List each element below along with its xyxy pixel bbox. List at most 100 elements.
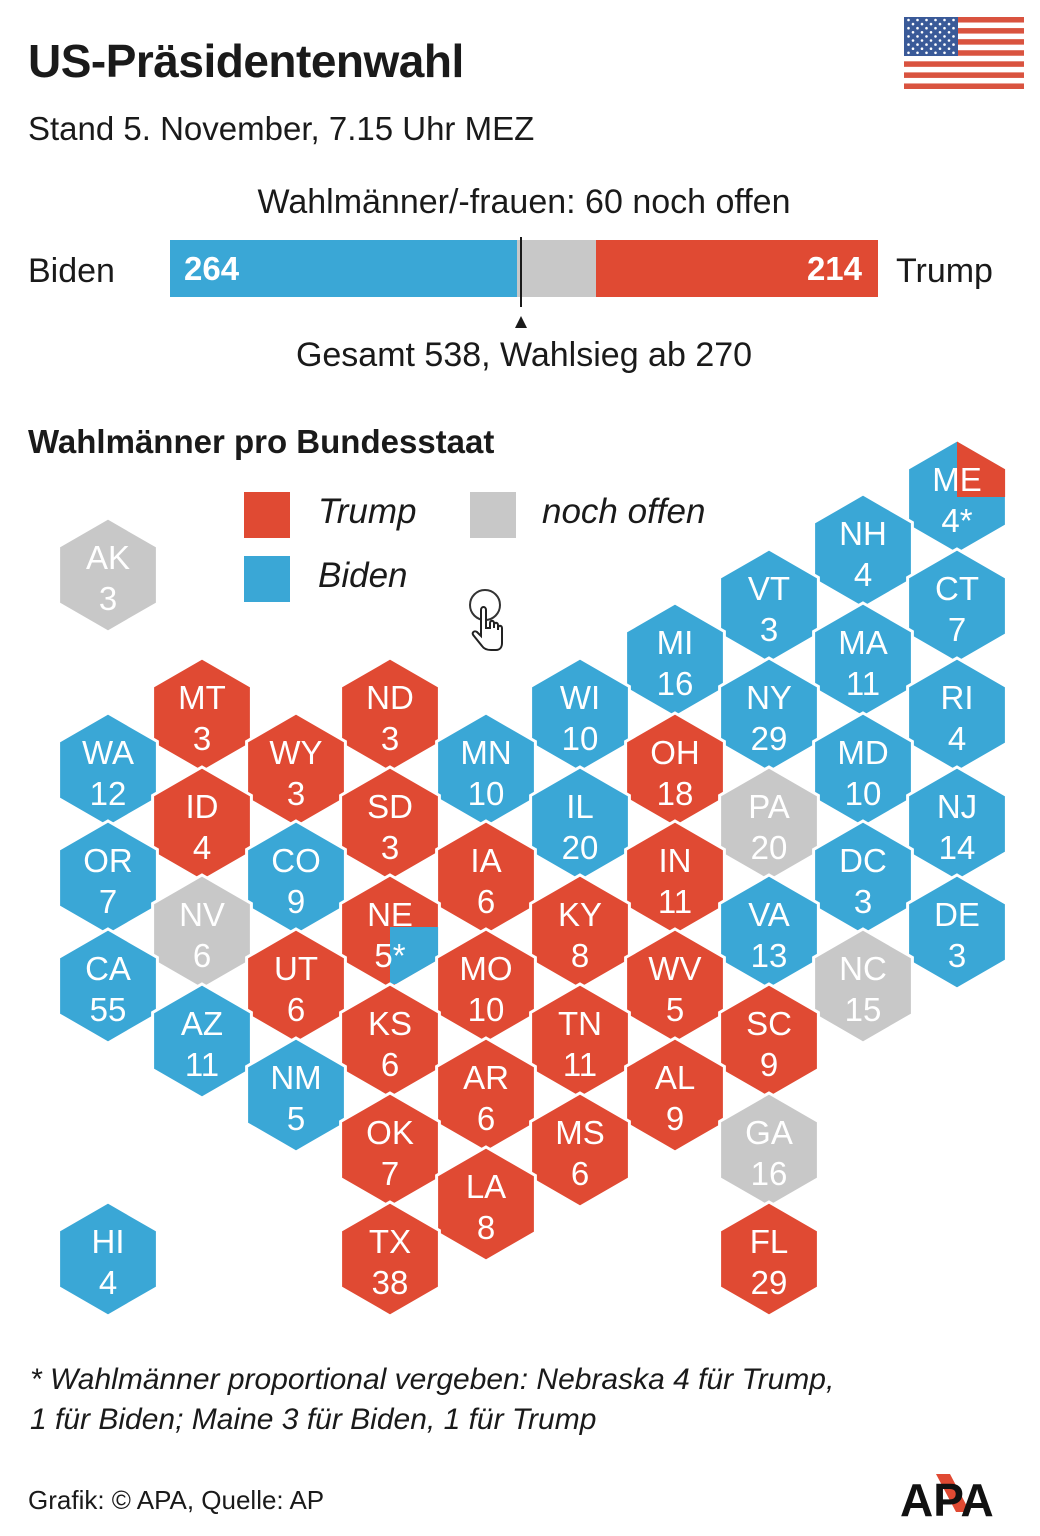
state-electors-label: 29	[751, 720, 788, 757]
state-code-label: UT	[274, 950, 318, 987]
pointer-hand-cursor-icon	[469, 589, 503, 651]
state-hex-dc: DC 3	[812, 819, 914, 937]
state-code-label: ID	[186, 788, 219, 825]
state-code-label: NH	[839, 515, 887, 552]
state-hex-shape	[435, 1145, 537, 1263]
state-code-label: MO	[459, 950, 512, 987]
state-electors-label: 10	[468, 991, 505, 1028]
state-hex-ne: NE 5*	[339, 873, 441, 991]
state-code-label: IA	[470, 842, 501, 879]
state-code-label: OR	[83, 842, 133, 879]
state-hex-wy: WY 3	[245, 711, 347, 829]
state-hex-ia: IA 6	[435, 819, 537, 937]
state-hex-or: OR 7	[57, 819, 159, 937]
state-code-label: AR	[463, 1059, 509, 1096]
state-code-label: SC	[746, 1005, 792, 1042]
state-code-label: OH	[650, 734, 700, 771]
state-electors-label: 3	[854, 883, 872, 920]
legend-open-swatch	[470, 492, 516, 538]
biden-votes: 264	[184, 250, 240, 287]
state-code-label: CA	[85, 950, 131, 987]
state-code-label: NV	[179, 896, 225, 933]
state-electors-label: 6	[571, 1155, 589, 1192]
state-electors-label: 4	[854, 556, 872, 593]
hex-map: AK 3 ME 4* NH 4 VT 3 CT 7 MI 16 MA 11 MT 3 ND 3 WI 10 NY 29 RI…	[57, 438, 1008, 1318]
state-hex-shape	[529, 1091, 631, 1209]
state-hex-ga: GA 16	[718, 1091, 820, 1209]
open-electors-label: Wahlmänner/-frauen: 60 noch offen	[257, 183, 791, 221]
state-hex-nc: NC 15	[812, 927, 914, 1045]
state-hex-tx: TX 38	[339, 1200, 441, 1318]
state-electors-label: 8	[571, 937, 589, 974]
state-electors-label: 4	[193, 829, 211, 866]
legend-trump-swatch	[244, 492, 290, 538]
state-code-label: WY	[269, 734, 322, 771]
state-code-label: CO	[271, 842, 321, 879]
state-hex-shape	[57, 1200, 159, 1318]
state-electors-label: 38	[372, 1264, 409, 1301]
apa-logo-text: APA	[900, 1474, 994, 1520]
state-hex-ar: AR 6	[435, 1036, 537, 1154]
state-electors-label: 11	[658, 883, 692, 920]
apa-logo: APA	[900, 1474, 994, 1520]
trump-votes: 214	[806, 250, 862, 287]
state-hex-ky: KY 8	[529, 873, 631, 991]
state-electors-label: 3	[381, 829, 399, 866]
state-electors-label: 9	[666, 1100, 684, 1137]
state-hex-shape	[812, 927, 914, 1045]
state-electors-label: 3	[99, 580, 117, 617]
footnote: * Wahlmänner proportional vergeben: Nebr…	[30, 1360, 990, 1440]
state-hex-ct: CT 7	[906, 547, 1008, 665]
state-electors-label: 15	[845, 991, 882, 1028]
state-code-label: NE	[367, 896, 413, 933]
state-electors-label: 11	[846, 665, 880, 702]
state-hex-la: LA 8	[435, 1145, 537, 1263]
bar-caption: Gesamt 538, Wahlsieg ab 270	[295, 336, 753, 374]
state-hex-ks: KS 6	[339, 982, 441, 1100]
legend-trump-label: Trump	[318, 492, 417, 531]
state-hex-wa: WA 12	[57, 711, 159, 829]
state-electors-label: 10	[562, 720, 599, 757]
state-electors-label: 5*	[374, 937, 405, 974]
page-subtitle: Stand 5. November, 7.15 Uhr MEZ	[28, 110, 535, 147]
majority-arrow-icon	[515, 316, 527, 328]
state-electors-label: 4	[99, 1264, 117, 1301]
biden-label: Biden	[28, 252, 115, 290]
state-electors-label: 4	[948, 720, 966, 757]
state-hex-tn: TN 11	[529, 982, 631, 1100]
state-electors-label: 10	[468, 775, 505, 812]
state-hex-ny: NY 29	[718, 656, 820, 774]
state-hex-ri: RI 4	[906, 656, 1008, 774]
state-hex-nh: NH 4	[812, 492, 914, 610]
state-hex-shape	[57, 516, 159, 634]
state-electors-label: 16	[751, 1155, 788, 1192]
state-electors-label: 6	[287, 991, 305, 1028]
state-hex-pa: PA 20	[718, 765, 820, 883]
state-electors-label: 3	[193, 720, 211, 757]
state-hex-nv: NV 6	[151, 873, 253, 991]
trump-bar-segment: 214	[596, 240, 878, 297]
state-electors-label: 13	[751, 937, 788, 974]
source-credit: Grafik: © APA, Quelle: AP	[28, 1485, 325, 1515]
state-code-label: WI	[560, 679, 600, 716]
state-hex-ca: CA 55	[57, 927, 159, 1045]
state-hex-il: IL 20	[529, 765, 631, 883]
state-hex-az: AZ 11	[151, 982, 253, 1100]
state-code-label: VT	[748, 570, 790, 607]
state-hex-oh: OH 18	[624, 711, 726, 829]
biden-bar-segment: 264	[170, 240, 518, 297]
state-electors-label: 20	[751, 829, 788, 866]
state-code-label: MI	[657, 624, 694, 661]
state-hex-mi: MI 16	[624, 601, 726, 719]
state-electors-label: 3	[948, 937, 966, 974]
state-code-label: LA	[466, 1168, 506, 1205]
state-hex-sd: SD 3	[339, 765, 441, 883]
state-hex-ma: MA 11	[812, 601, 914, 719]
state-hex-hi: HI 4	[57, 1200, 159, 1318]
legend-biden-swatch	[244, 556, 290, 602]
footnote-line-2: 1 für Biden; Maine 3 für Biden, 1 für Tr…	[30, 1403, 597, 1436]
state-hex-ms: MS 6	[529, 1091, 631, 1209]
state-electors-label: 6	[477, 883, 495, 920]
state-hex-wv: WV 5	[624, 927, 726, 1045]
state-hex-shape	[339, 1200, 441, 1318]
